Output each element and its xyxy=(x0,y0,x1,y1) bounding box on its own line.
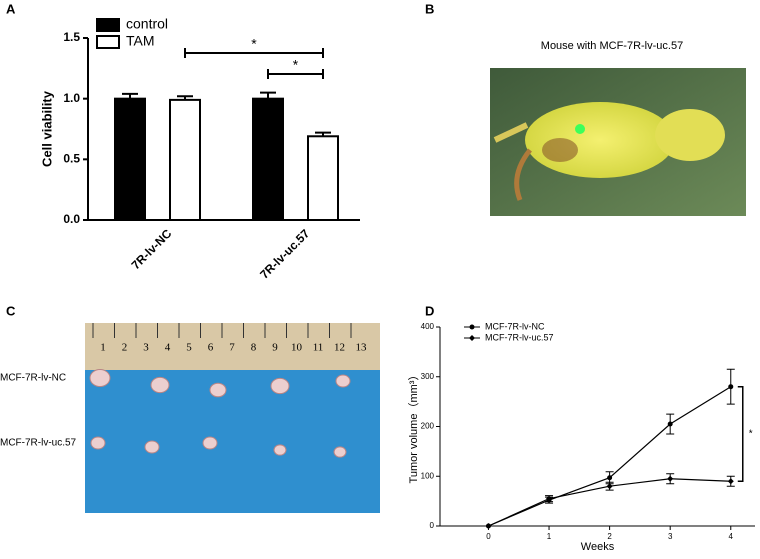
x-tick-label: 2 xyxy=(607,532,612,541)
y-tick-label: 300 xyxy=(421,372,435,381)
ruler-label: 2 xyxy=(122,342,128,354)
error-bar xyxy=(177,95,193,100)
photo-tumors: 1 2 3 4 5 6 7 8 9 10 11 12 13 xyxy=(85,323,380,513)
panel-label: C xyxy=(6,303,16,318)
marker xyxy=(667,421,673,427)
y-axis-label: Cell viability xyxy=(39,90,54,167)
photo-mouse xyxy=(490,68,746,216)
ruler-label: 13 xyxy=(356,342,368,354)
marker xyxy=(606,483,613,490)
annotation: * xyxy=(251,36,257,52)
ruler-label: 8 xyxy=(251,342,257,354)
bar xyxy=(169,98,201,221)
bar xyxy=(114,97,146,221)
x-tick-label: 3 xyxy=(668,532,673,541)
tumor xyxy=(90,436,106,450)
marker xyxy=(607,475,613,481)
ruler-label: 1 xyxy=(100,342,106,354)
ruler-label: 3 xyxy=(143,342,149,354)
marker xyxy=(485,523,492,529)
ruler-label: 7 xyxy=(229,342,235,354)
y-tick-label: 1.5 xyxy=(63,30,80,44)
marker xyxy=(546,495,553,502)
x-axis-label: Weeks xyxy=(581,541,615,553)
marker xyxy=(727,478,734,485)
significance-bracket xyxy=(737,385,744,482)
tumor xyxy=(144,440,160,454)
legend-label: MCF-7R-lv-uc.57 xyxy=(485,332,554,342)
legend-marker xyxy=(469,324,475,330)
legend-swatch xyxy=(96,18,120,32)
legend-label: MCF-7R-lv-NC xyxy=(485,321,545,331)
tumor xyxy=(202,436,218,450)
tumor xyxy=(270,377,290,395)
y-tick-label: 200 xyxy=(421,422,435,431)
y-axis-label: Tumor volume（mm³） xyxy=(407,370,420,484)
row-label: MCF-7R-lv-uc.57 xyxy=(0,438,77,449)
ruler-label: 6 xyxy=(208,342,214,354)
panel-label: B xyxy=(425,1,434,16)
tumor xyxy=(209,382,227,398)
x-tick-label: 1 xyxy=(547,532,552,541)
error-bar xyxy=(122,92,138,99)
legend-label: TAM xyxy=(126,33,155,49)
y-tick-label: 0.0 xyxy=(63,212,80,226)
y-tick-label: 0.5 xyxy=(63,152,80,166)
y-tick-label: 100 xyxy=(421,471,435,480)
tumor xyxy=(273,444,287,456)
error-bar xyxy=(315,131,331,137)
ruler-label: 4 xyxy=(165,342,171,354)
y-tick-label: 0 xyxy=(430,521,435,530)
tumor xyxy=(335,374,351,388)
line xyxy=(488,386,732,527)
significance-bracket xyxy=(184,48,324,58)
y-tick-label: 1.0 xyxy=(63,91,80,105)
x-tick-label: 0 xyxy=(486,532,491,541)
ruler-label: 5 xyxy=(186,342,192,354)
panel-label: A xyxy=(6,1,16,16)
annotation: * xyxy=(749,429,753,440)
bar xyxy=(307,135,339,221)
marker xyxy=(728,384,734,390)
row-label: MCF-7R-lv-NC xyxy=(0,373,66,384)
photo-title: Mouse with MCF-7R-lv-uc.57 xyxy=(541,40,683,52)
annotation: * xyxy=(293,57,299,73)
bar xyxy=(252,97,284,221)
tumor xyxy=(89,369,111,387)
ruler-label: 9 xyxy=(272,342,278,354)
legend-marker xyxy=(469,335,475,341)
x-tick-label: 7R-lv-NC xyxy=(129,226,175,272)
error-bar xyxy=(260,91,276,99)
legend-label: control xyxy=(126,16,168,32)
ruler-label: 11 xyxy=(313,342,324,354)
ruler-label: 12 xyxy=(334,342,345,354)
ruler-label: 10 xyxy=(291,342,303,354)
x-tick-label: 7R-lv-uc.57 xyxy=(257,226,312,281)
marker xyxy=(667,475,674,482)
panel-label: D xyxy=(425,303,434,318)
tumor xyxy=(150,376,170,394)
tumor xyxy=(333,446,347,458)
legend-swatch xyxy=(96,35,120,49)
y-tick-label: 400 xyxy=(421,322,435,331)
significance-bracket xyxy=(267,69,324,79)
x-tick-label: 4 xyxy=(729,532,734,541)
